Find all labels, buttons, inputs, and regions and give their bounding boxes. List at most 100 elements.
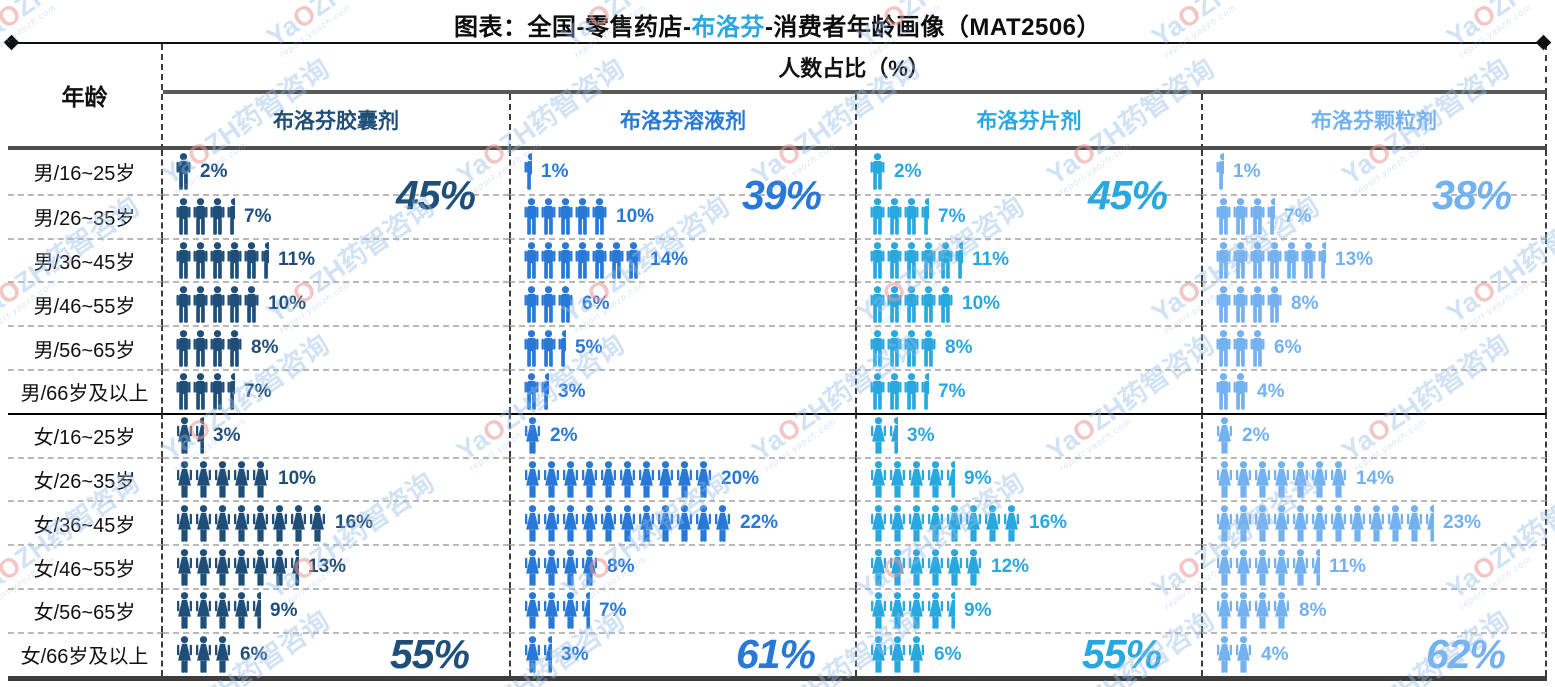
female-person-icon <box>1255 548 1270 586</box>
female-person-icon <box>871 548 886 586</box>
male-person-icon <box>558 329 566 367</box>
pictogram-cell: 6% <box>1201 325 1547 369</box>
female-person-icon <box>677 504 692 542</box>
male-person-icon <box>1216 373 1231 411</box>
pictogram-cell: 8% <box>1201 281 1547 326</box>
pictogram-cell: 3% 61% <box>509 631 855 677</box>
share-group-header: 人数占比（%） <box>163 44 1547 94</box>
icon-strip <box>524 285 575 323</box>
title-suffix: -消费者年龄画像（MAT2506） <box>764 14 1102 41</box>
pictogram-cell: 8% <box>855 325 1201 369</box>
male-person-icon <box>1284 242 1299 279</box>
row-label: 女/16~25岁 <box>8 412 163 457</box>
icon-strip <box>176 285 261 323</box>
female-person-icon <box>909 504 924 542</box>
pictogram-cell: 2% 45% <box>855 150 1201 218</box>
male-person-icon <box>1233 198 1248 235</box>
female-person-icon <box>620 504 635 542</box>
value-label: 4% <box>1261 643 1289 665</box>
row-label: 男/66岁及以上 <box>8 368 163 413</box>
value-label: 3% <box>907 424 935 446</box>
male-person-icon <box>1233 329 1248 367</box>
male-person-icon <box>921 242 936 279</box>
icon-strip <box>870 417 900 454</box>
value-label: 9% <box>964 599 992 621</box>
female-person-icon <box>253 504 268 542</box>
female-person-icon <box>196 636 211 673</box>
icon-strip <box>524 548 600 586</box>
pictogram-cell: 10% <box>509 193 855 238</box>
pictogram-cell: 12% <box>855 544 1201 588</box>
icon-strip <box>176 592 263 630</box>
icon-strip <box>870 548 984 586</box>
female-person-icon <box>525 417 540 454</box>
female-person-icon <box>871 636 886 673</box>
female-person-icon <box>696 461 711 498</box>
value-label: 9% <box>270 599 298 621</box>
male-person-icon <box>1216 242 1231 279</box>
male-person-icon <box>227 373 235 411</box>
female-person-icon <box>909 636 924 673</box>
female-person-icon <box>871 417 886 454</box>
row-label: 男/26~35岁 <box>8 193 163 238</box>
female-person-icon <box>1217 636 1232 673</box>
female-person-icon <box>177 417 192 454</box>
male-person-icon <box>541 242 556 279</box>
pictogram-cell: 9% <box>855 456 1201 501</box>
male-person-icon <box>541 329 556 367</box>
male-person-icon <box>904 285 919 323</box>
pictogram-cell: 16% <box>163 500 509 544</box>
female-person-icon <box>871 592 886 630</box>
male-person-icon <box>558 242 573 279</box>
male-person-icon <box>176 285 191 323</box>
female-person-icon <box>985 504 1000 542</box>
value-label: 11% <box>1329 556 1366 578</box>
female-person-icon <box>1255 592 1270 630</box>
icon-strip <box>1216 417 1235 454</box>
female-person-icon <box>563 548 578 586</box>
female-person-icon <box>310 504 325 542</box>
male-person-icon <box>193 373 208 411</box>
icon-strip <box>1216 636 1254 673</box>
icon-strip <box>524 153 534 191</box>
row-label: 女/66岁及以上 <box>8 631 163 676</box>
value-label: 7% <box>244 205 272 227</box>
female-person-icon <box>928 592 943 630</box>
value-label: 6% <box>582 293 610 315</box>
female-person-icon <box>890 461 905 498</box>
icon-strip <box>870 592 957 630</box>
female-person-icon <box>563 461 578 498</box>
male-person-icon <box>1216 198 1231 235</box>
female-person-icon <box>1274 504 1289 542</box>
female-person-icon <box>215 592 230 630</box>
row-label: 男/36~45岁 <box>8 237 163 282</box>
pictogram-cell: 4% <box>1201 368 1547 413</box>
icon-strip <box>870 153 887 191</box>
icon-strip <box>870 461 957 498</box>
pictogram-cell: 9% <box>163 587 509 632</box>
male-person-icon <box>541 198 556 235</box>
formulation-header: 布洛芬颗粒剂 <box>1201 94 1547 150</box>
pictogram-cell: 1% 38% <box>1201 150 1547 218</box>
female-total-label: 55% <box>389 630 470 677</box>
female-person-icon <box>871 504 886 542</box>
male-person-icon <box>244 285 259 323</box>
male-person-icon <box>592 198 607 235</box>
female-person-icon <box>253 461 268 498</box>
value-label: 13% <box>308 556 347 578</box>
female-person-icon <box>1331 504 1346 542</box>
female-person-icon <box>1236 592 1251 630</box>
female-person-icon <box>525 461 540 498</box>
pictogram-cell: 3% <box>163 412 509 457</box>
pictogram-cell: 6% 55% <box>163 630 509 677</box>
female-person-icon <box>890 592 905 630</box>
female-person-icon <box>966 548 981 586</box>
icon-strip <box>524 636 554 673</box>
female-person-icon <box>291 548 299 586</box>
value-label: 16% <box>1029 512 1068 534</box>
female-person-icon <box>1388 504 1403 542</box>
icon-strip <box>1216 373 1250 411</box>
value-label: 3% <box>561 643 589 665</box>
female-person-icon <box>658 461 673 498</box>
male-person-icon <box>524 329 539 367</box>
